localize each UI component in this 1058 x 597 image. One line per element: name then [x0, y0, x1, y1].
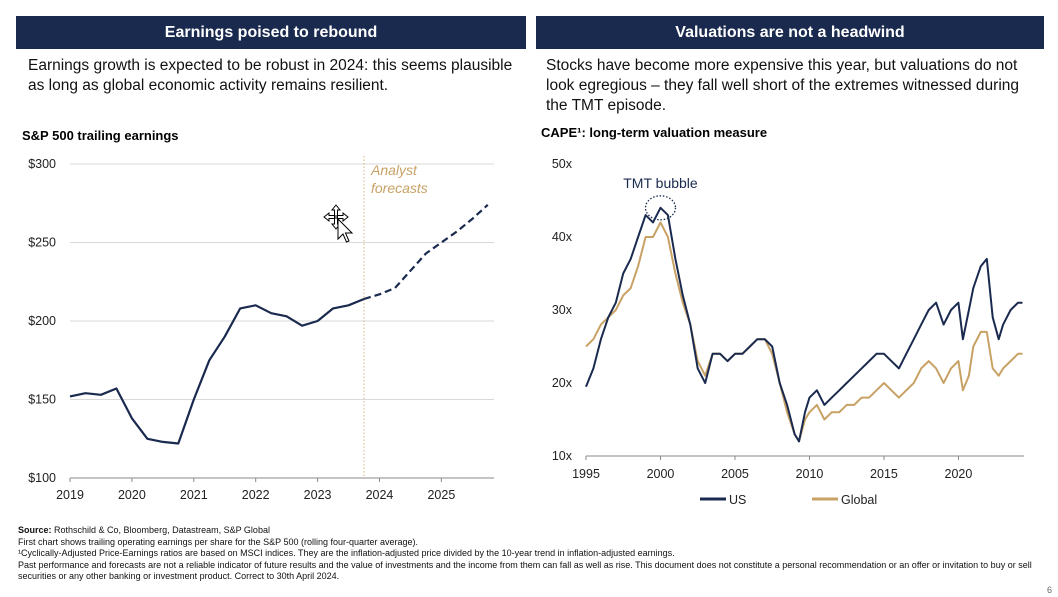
cape-chart-title: CAPE¹: long-term valuation measure	[541, 125, 768, 140]
y-tick-label: $150	[28, 393, 56, 407]
earnings-actual-line	[69, 297, 365, 445]
y-tick-label: 10x	[552, 449, 573, 463]
x-tick-label: 2019	[56, 488, 84, 502]
x-tick-label: 1995	[572, 467, 600, 481]
x-tick-label: 2025	[427, 488, 455, 502]
page-number: 6	[1046, 585, 1052, 595]
forecast-annotation-text: forecasts	[371, 180, 428, 196]
right-banner-text: Valuations are not a headwind	[675, 23, 905, 41]
x-tick-label: 2020	[945, 467, 973, 481]
footer-source: Source: Rothschild & Co, Bloomberg, Data…	[18, 525, 1038, 537]
right-intro-text: Stocks have become more expensive this y…	[546, 57, 1019, 114]
legend-label: US	[729, 493, 746, 507]
y-tick-label: 30x	[552, 303, 573, 317]
y-tick-label: $100	[28, 471, 56, 485]
x-tick-label: 2000	[647, 467, 675, 481]
x-tick-label: 2005	[721, 467, 749, 481]
y-tick-label: 50x	[552, 157, 573, 171]
y-tick-label: 20x	[552, 376, 573, 390]
y-tick-label: $250	[28, 236, 56, 250]
footer-notes: Source: Rothschild & Co, Bloomberg, Data…	[18, 525, 1038, 583]
footer-note-1: First chart shows trailing operating ear…	[18, 536, 419, 547]
right-banner: Valuations are not a headwind	[536, 16, 1044, 49]
y-tick-label: $200	[28, 314, 56, 328]
x-tick-label: 2010	[796, 467, 824, 481]
global-cape-line	[585, 221, 1023, 443]
move-cursor-icon	[323, 204, 354, 243]
left-banner: Earnings poised to rebound	[16, 16, 526, 49]
earnings-chart-title: S&P 500 trailing earnings	[22, 128, 179, 143]
x-tick-label: 2020	[118, 488, 146, 502]
legend-label: Global	[841, 493, 877, 507]
left-intro-text: Earnings growth is expected to be robust…	[28, 57, 513, 94]
footer-source-text: Rothschild & Co, Bloomberg, Datastream, …	[51, 525, 270, 535]
x-tick-label: 2022	[242, 488, 270, 502]
tmt-bubble-circle	[644, 195, 677, 221]
cape-chart: 50x 40x 30x 20x 10x 1995 2000 2005 2010 2015 2020 T…	[552, 157, 1024, 507]
footer-disclaimer: Past performance and forecasts are not a…	[18, 559, 1032, 582]
x-tick-label: 2023	[304, 488, 332, 502]
tmt-bubble-label: TMT bubble	[623, 175, 698, 191]
left-banner-text: Earnings poised to rebound	[164, 23, 378, 41]
footer-note-2: ¹Cyclically-Adjusted Price-Earnings rati…	[18, 548, 675, 559]
footer-source-label: Source:	[18, 525, 52, 535]
y-tick-label: $300	[28, 157, 56, 171]
x-tick-label: 2021	[180, 488, 208, 502]
x-tick-label: 2024	[366, 488, 394, 502]
us-cape-line	[585, 206, 1023, 443]
y-tick-label: 40x	[552, 230, 573, 244]
x-tick-label: 2015	[870, 467, 898, 481]
earnings-forecast-line	[363, 203, 489, 301]
forecast-annotation-text: Analyst	[370, 162, 418, 178]
